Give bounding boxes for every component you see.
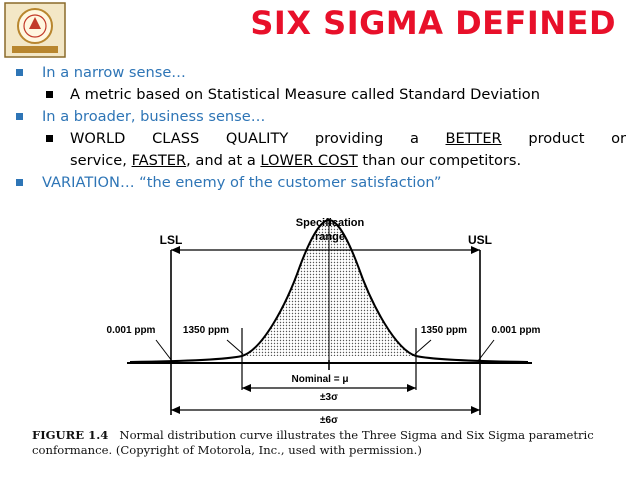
caption-text: Normal distribution curve illustrates th… — [32, 428, 594, 457]
bullet-list: In a narrow sense… A metric based on Sta… — [14, 62, 626, 194]
three-sigma-label: ±3σ — [320, 392, 338, 403]
sub-bullet-world-class: WORLD CLASS QUALITY providing a BETTER p… — [42, 128, 626, 172]
bullet-square-icon — [16, 69, 23, 76]
bullet-square-icon — [16, 113, 23, 120]
figure-caption: FIGURE 1.4 Normal distribution curve ill… — [32, 428, 622, 458]
six-sigma-label: ±6σ — [320, 415, 338, 426]
ppm-outer-right-label: 0.001 ppm — [492, 325, 541, 336]
bullet-narrow-sense: In a narrow sense… — [14, 62, 626, 84]
bullet-square-icon — [46, 91, 53, 98]
sub-bullet-metric: A metric based on Statistical Measure ca… — [42, 84, 626, 106]
bullet-square-icon — [46, 135, 53, 142]
slide-title: SIX SIGMA DEFINED — [250, 4, 616, 42]
ppm-inner-right-label: 1350 ppm — [421, 325, 467, 336]
usl-label: USL — [468, 233, 492, 247]
spec-range-label-2: range — [315, 231, 345, 243]
bullet-broader-sense: In a broader, business sense… — [14, 106, 626, 128]
lsl-label: LSL — [160, 233, 183, 247]
world-class-line-2: service, FASTER, and at a LOWER COST tha… — [70, 152, 522, 169]
spec-range-label: Specification — [296, 217, 365, 229]
ppm-inner-left-label: 1350 ppm — [183, 325, 229, 336]
bullet-square-icon — [16, 179, 23, 186]
bullet-variation: VARIATION… “the enemy of the customer sa… — [14, 172, 626, 194]
world-class-line: WORLD CLASS QUALITY providing a BETTER p… — [70, 130, 627, 147]
caption-label: FIGURE 1.4 — [32, 428, 109, 442]
six-sigma-figure: Specification range LSL USL 0.001 ppm 13… — [107, 217, 541, 426]
institution-logo — [4, 2, 66, 58]
nominal-label: Nominal = μ — [292, 374, 349, 385]
ppm-outer-left-label: 0.001 ppm — [107, 325, 156, 336]
